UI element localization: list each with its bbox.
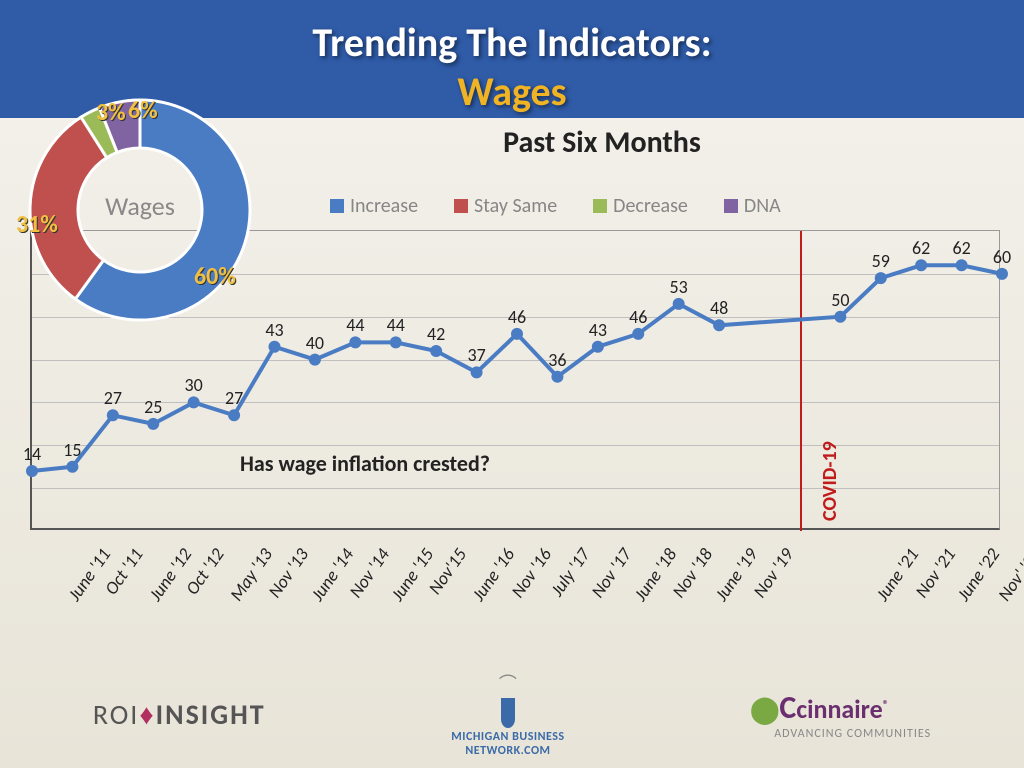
x-axis-label: June '22 — [952, 544, 1004, 605]
x-axis-label: June '16 — [467, 544, 519, 605]
chart-annotation: Has wage inflation crested? — [240, 450, 490, 477]
donut-slice-label: 3% — [96, 98, 126, 127]
x-axis-label: June '18 — [629, 544, 681, 605]
donut-slice-label: 60% — [194, 262, 236, 291]
x-axis-label: June '14 — [306, 544, 358, 605]
x-axis-label: June '19 — [710, 544, 762, 605]
donut-chart: Wages 60%31%3%6% — [10, 80, 270, 340]
header-line1: Trending The Indicators: — [0, 18, 1024, 67]
donut-slice-label: 6% — [128, 96, 158, 125]
footer-logos: ROI♦INSIGHT ⌒ MICHIGAN BUSINESS NETWORK.… — [0, 674, 1024, 754]
chart-subtitle: Past Six Months — [180, 124, 1024, 161]
donut-slice-label: 31% — [16, 210, 58, 239]
x-axis-label: Nov '17 — [587, 544, 637, 602]
x-axis-label: July '17 — [546, 544, 595, 600]
logo-roi-insight: ROI♦INSIGHT — [93, 697, 266, 732]
x-axis-label: June '21 — [872, 544, 924, 605]
x-axis-label: May '13 — [225, 544, 277, 605]
logo-michigan-business: ⌒ MICHIGAN BUSINESS NETWORK.COM — [451, 670, 564, 758]
logo-cinnaire: ⬤Ccinnaire® ADVANCING COMMUNITIES — [750, 688, 931, 741]
chart-legend: IncreaseStay SameDecreaseDNA — [330, 194, 817, 218]
